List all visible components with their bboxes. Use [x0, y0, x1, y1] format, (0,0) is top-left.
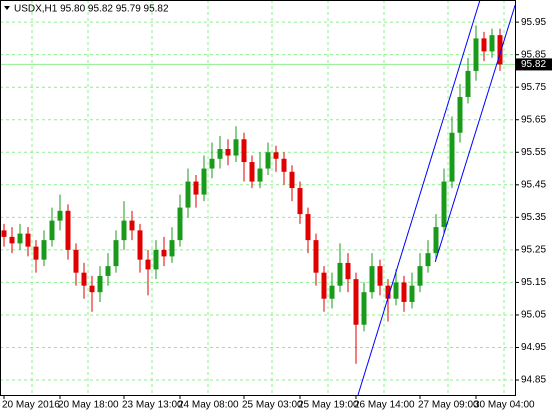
candle-body	[73, 249, 79, 273]
candle-body	[441, 181, 447, 228]
candle-body	[33, 246, 39, 260]
candle-body	[41, 240, 47, 260]
candle-body	[105, 266, 111, 276]
candle-body	[233, 139, 239, 156]
candle-body	[65, 210, 71, 250]
x-tick-label: 20 May 18:00	[58, 400, 119, 411]
y-tick-label: 94.85	[521, 375, 546, 386]
candle-body	[385, 285, 391, 299]
trendline	[357, 0, 481, 396]
candle-body	[377, 266, 383, 286]
candle-body	[17, 233, 23, 244]
candle-body	[145, 259, 151, 270]
candle-body	[241, 139, 247, 163]
trendline	[434, 4, 516, 263]
y-tick-label: 95.05	[521, 310, 546, 321]
y-tick-label: 95.25	[521, 245, 546, 256]
y-tick-label: 95.15	[521, 277, 546, 288]
candle-body	[489, 35, 495, 52]
candle-body	[201, 168, 207, 195]
candle-body	[401, 282, 407, 302]
candle-body	[121, 220, 127, 241]
x-tick-label: 30 May 04:00	[474, 400, 535, 411]
candle-body	[337, 262, 343, 286]
candle-body	[449, 132, 455, 182]
x-tick-label: 25 May 03:00	[242, 400, 303, 411]
candle-body	[273, 152, 279, 159]
plot-frame	[0, 0, 516, 396]
candle-body	[409, 285, 415, 302]
y-tick-label: 95.45	[521, 179, 546, 190]
candle-body	[97, 275, 103, 293]
x-tick-label: 25 May 19:00	[298, 400, 359, 411]
candle-body	[305, 214, 311, 241]
x-tick-label: 27 May 09:00	[418, 400, 479, 411]
candle-body	[1, 230, 7, 237]
candle-body	[81, 272, 87, 286]
candle-body	[457, 96, 463, 133]
candle-body	[281, 158, 287, 172]
candle-body	[433, 227, 439, 254]
y-tick-label: 95.65	[521, 114, 546, 125]
candle-body	[129, 220, 135, 231]
current-price-box	[516, 58, 552, 71]
y-tick-label: 95.95	[521, 17, 546, 28]
candle-body	[465, 70, 471, 97]
candle-body	[169, 240, 175, 257]
candle-body	[161, 249, 167, 257]
candle-body	[185, 181, 191, 208]
candle-body	[9, 236, 15, 244]
candle-body	[481, 38, 487, 52]
candle-body	[353, 279, 359, 325]
candle-body	[289, 171, 295, 189]
candle-body	[473, 38, 479, 71]
candle-body	[257, 168, 263, 182]
x-tick-label: 26 May 14:00	[354, 400, 415, 411]
candle-body	[425, 253, 431, 267]
candle-body	[49, 220, 55, 241]
candle-body	[265, 152, 271, 169]
x-tick-label: 20 May 2016	[2, 400, 60, 411]
candle-body	[113, 240, 119, 267]
candle-body	[153, 249, 159, 270]
candle-body	[193, 181, 199, 195]
y-tick-label: 95.35	[521, 212, 546, 223]
y-tick-label: 95.75	[521, 82, 546, 93]
candle-body	[137, 230, 143, 260]
candle-body	[313, 240, 319, 273]
x-tick-label: 24 May 08:00	[178, 400, 239, 411]
candle-body	[209, 158, 215, 169]
candle-body	[25, 233, 31, 247]
y-tick-label: 95.85	[521, 49, 546, 60]
candle-body	[321, 272, 327, 299]
candle-body	[89, 285, 95, 293]
candle-body	[249, 162, 255, 182]
x-tick-label: 23 May 13:00	[122, 400, 183, 411]
candle-body	[369, 266, 375, 293]
candle-body	[297, 188, 303, 215]
y-tick-label: 94.95	[521, 342, 546, 353]
y-tick-label: 95.55	[521, 147, 546, 158]
candle-body	[217, 149, 223, 159]
candle-body	[417, 266, 423, 286]
candle-body	[361, 292, 367, 325]
current-price-label: 95.82	[521, 59, 546, 70]
candle-body	[345, 262, 351, 280]
candle-body	[177, 207, 183, 241]
candle-body	[329, 285, 335, 299]
candle-body	[393, 282, 399, 299]
menu-triangle[interactable]	[4, 6, 10, 10]
candle-body	[225, 149, 231, 156]
candle-body	[57, 210, 63, 221]
chart-title: USDX,H1 95.80 95.82 95.79 95.82	[14, 4, 169, 15]
candle-body	[497, 35, 503, 65]
